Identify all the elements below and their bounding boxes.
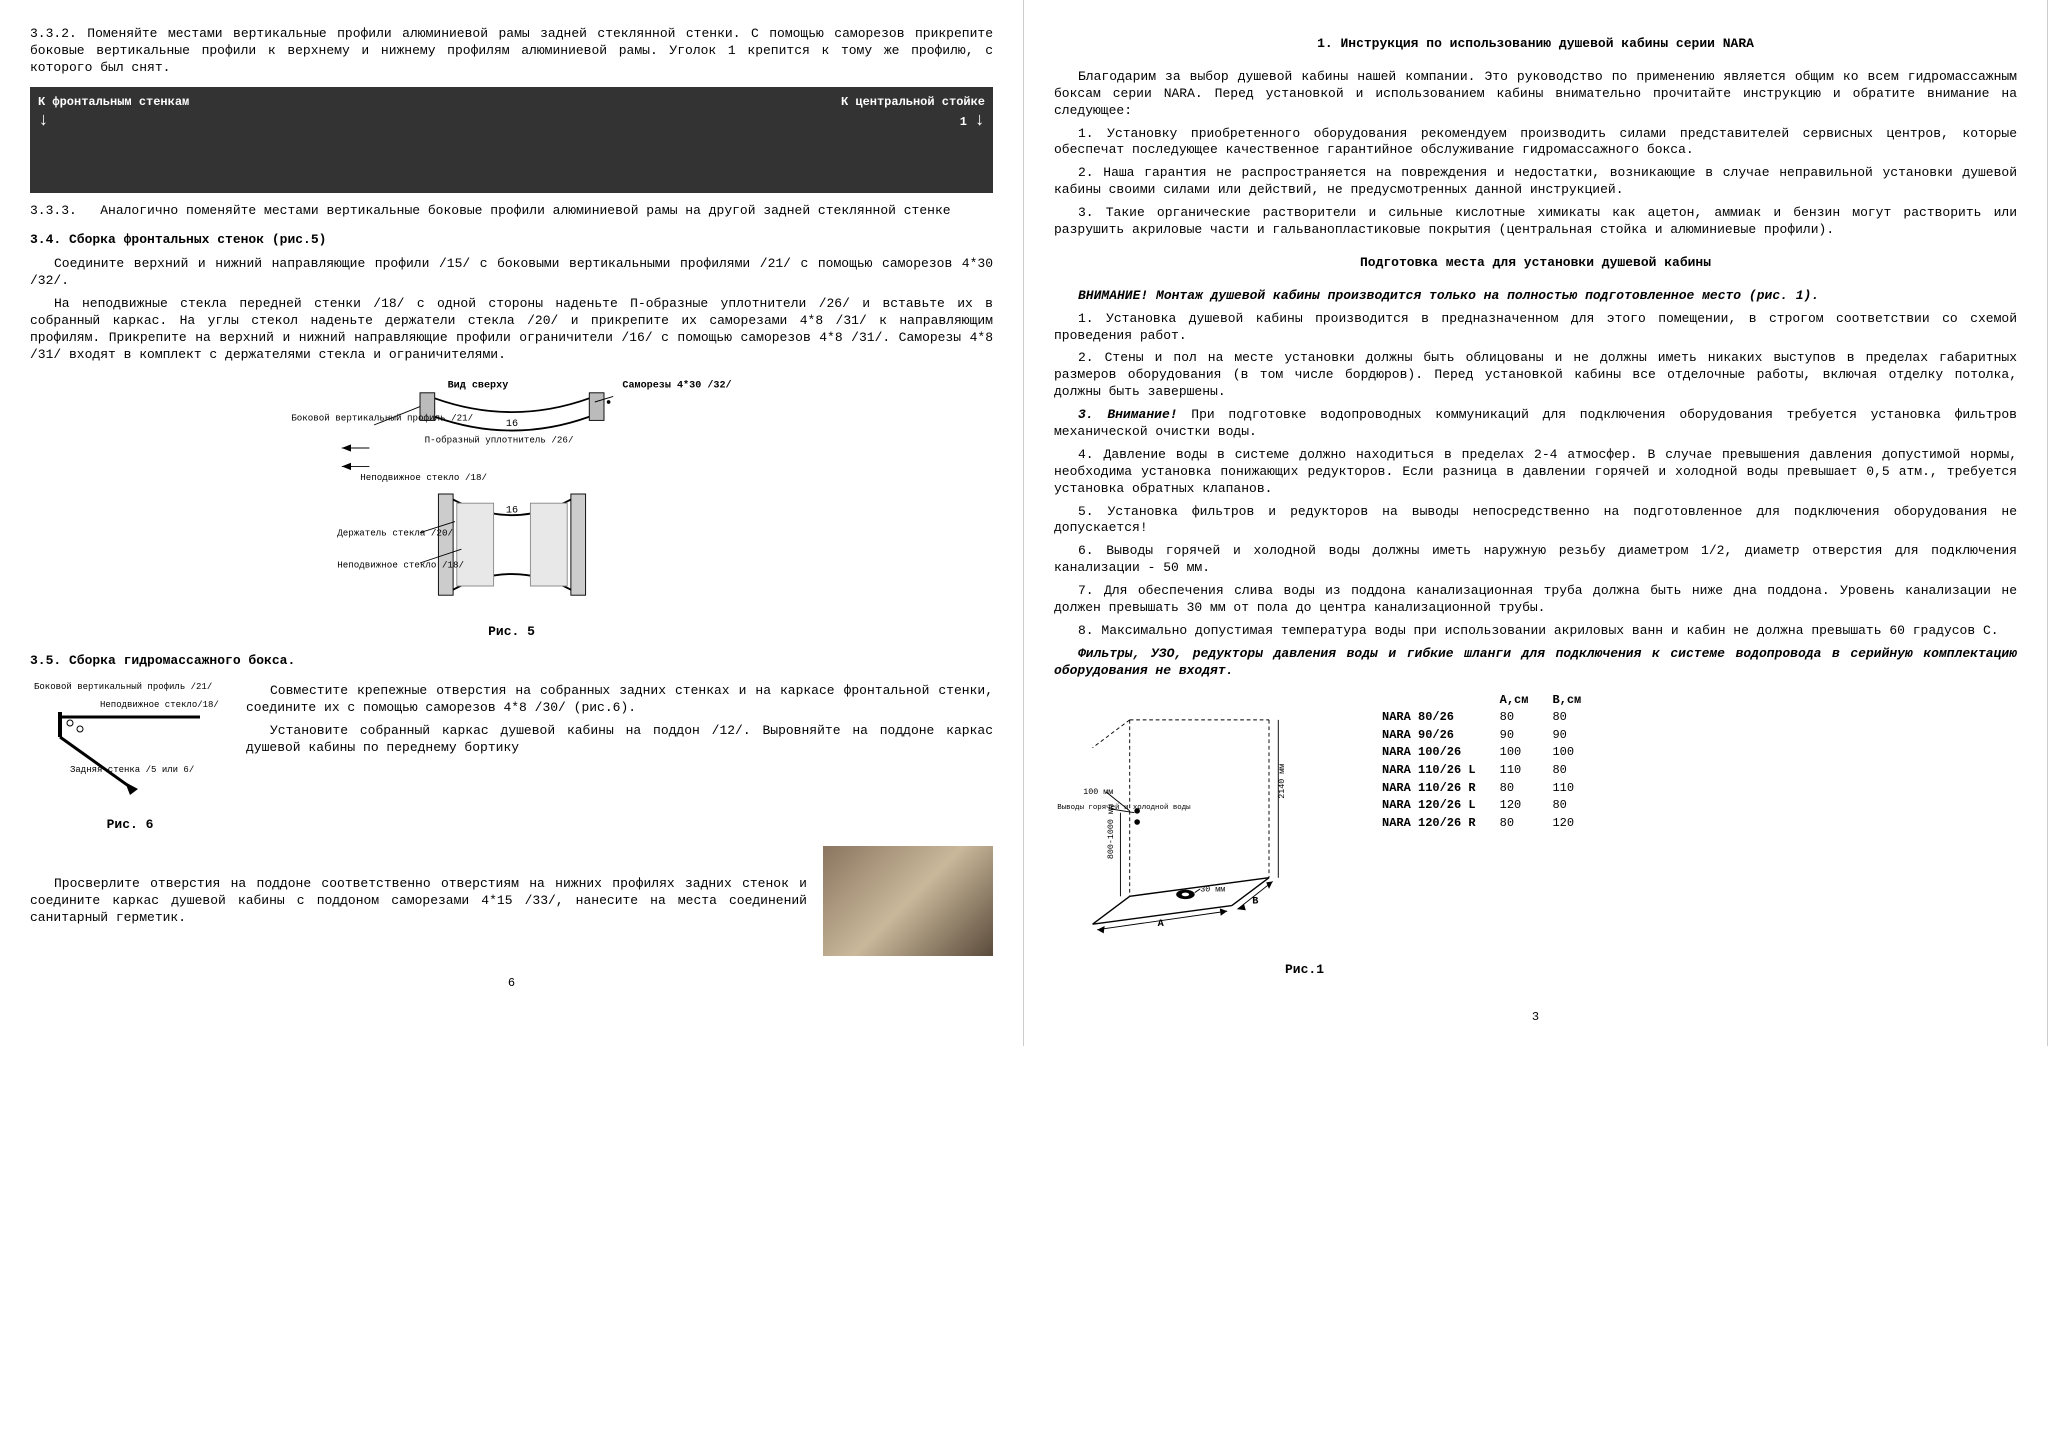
svg-text:Боковой вертикальный профиль /: Боковой вертикальный профиль /21/ bbox=[34, 682, 212, 692]
para-3-3-2: 3.3.2. Поменяйте местами вертикальные пр… bbox=[30, 26, 993, 77]
svg-text:16: 16 bbox=[505, 505, 517, 516]
table-row: NARA 80/268080 bbox=[1370, 709, 1593, 727]
svg-text:2140 мм: 2140 мм bbox=[1277, 763, 1287, 798]
figure-1: 2140 мм 800-1000 мм Выводы горячей и хол… bbox=[1054, 692, 1354, 952]
arrow-down-icon: ↓ bbox=[38, 110, 189, 133]
heading-prep: Подготовка места для установки душевой к… bbox=[1054, 255, 2017, 272]
page-number-right: 3 bbox=[1054, 1010, 2017, 1026]
intro-item-2: 2. Наша гарантия не распространяется на … bbox=[1054, 165, 2017, 199]
table-row: NARA 90/269090 bbox=[1370, 727, 1593, 745]
table-row: NARA 110/26 L11080 bbox=[1370, 762, 1593, 780]
para-3-4-a: Соедините верхний и нижний направляющие … bbox=[30, 256, 993, 290]
table-row: NARA 120/26 R80120 bbox=[1370, 815, 1593, 833]
photo-label-right: К центральной стойке 1 ↓ bbox=[841, 95, 985, 134]
page-left: 3.3.2. Поменяйте местами вертикальные пр… bbox=[0, 0, 1024, 1046]
heading-1: 1. Инструкция по использованию душевой к… bbox=[1054, 36, 2017, 53]
warning-2: Фильтры, УЗО, редукторы давления воды и … bbox=[1054, 646, 2017, 680]
fig5-top-label: Вид сверху bbox=[447, 380, 508, 391]
svg-text:Неподвижное стекло /18/: Неподвижное стекло /18/ bbox=[337, 559, 464, 570]
page-right: 1. Инструкция по использованию душевой к… bbox=[1024, 0, 2048, 1046]
heading-3-4: 3.4. Сборка фронтальных стенок (рис.5) bbox=[30, 232, 993, 249]
prep-7: 7. Для обеспечения слива воды из поддона… bbox=[1054, 583, 2017, 617]
fig5-glass-label: Неподвижное стекло /18/ bbox=[360, 472, 487, 483]
svg-text:16: 16 bbox=[505, 419, 517, 430]
svg-text:B: B bbox=[1252, 895, 1258, 907]
arrow-down-icon: ↓ bbox=[974, 111, 985, 131]
table-row: NARA 100/26100100 bbox=[1370, 744, 1593, 762]
svg-text:Неподвижное стекло/18/: Неподвижное стекло/18/ bbox=[100, 700, 219, 710]
para-3-5-c: Просверлите отверстия на поддоне соответ… bbox=[30, 876, 807, 927]
prep-6: 6. Выводы горячей и холодной воды должны… bbox=[1054, 543, 2017, 577]
fig1-caption: Рис.1 bbox=[1054, 962, 1354, 979]
intro-item-3: 3. Такие органические растворители и сил… bbox=[1054, 205, 2017, 239]
page-number-left: 6 bbox=[30, 976, 993, 992]
intro-para: Благодарим за выбор душевой кабины нашей… bbox=[1054, 69, 2017, 120]
figure-5: Вид сверху Саморезы 4*30 /32/ 16 Боковой… bbox=[30, 374, 993, 641]
svg-text:Задняя стенка /5 или 6/: Задняя стенка /5 или 6/ bbox=[70, 765, 194, 775]
svg-text:100 мм: 100 мм bbox=[1083, 787, 1113, 797]
dimension-table: А,см В,см NARA 80/268080NARA 90/269090NA… bbox=[1370, 692, 1593, 833]
prep-8: 8. Максимально допустимая температура во… bbox=[1054, 623, 2017, 640]
table-row: NARA 110/26 R80110 bbox=[1370, 780, 1593, 798]
photo-label-left: К фронтальным стенкам ↓ bbox=[38, 95, 189, 134]
fig5-seal-label: П-образный уплотнитель /26/ bbox=[424, 434, 573, 445]
prep-4: 4. Давление воды в системе должно находи… bbox=[1054, 447, 2017, 498]
fig5-screws-label: Саморезы 4*30 /32/ bbox=[622, 379, 731, 391]
para-3-5-b: Установите собранный каркас душевой каби… bbox=[246, 723, 993, 757]
photo-profile: К фронтальным стенкам ↓ К центральной ст… bbox=[30, 87, 993, 193]
figure-6: Боковой вертикальный профиль /21/ Неподв… bbox=[30, 677, 230, 807]
warning-1: ВНИМАНИЕ! Монтаж душевой кабины производ… bbox=[1054, 288, 2017, 305]
para-3-5-a: Совместите крепежные отверстия на собран… bbox=[246, 683, 993, 717]
drill-block: Просверлите отверстия на поддоне соответ… bbox=[30, 846, 993, 956]
fig6-caption: Рис. 6 bbox=[30, 817, 230, 834]
heading-3-5: 3.5. Сборка гидромассажного бокса. bbox=[30, 653, 993, 670]
svg-text:800-1000 мм: 800-1000 мм bbox=[1106, 804, 1116, 859]
table-row: NARA 120/26 L12080 bbox=[1370, 797, 1593, 815]
para-3-4-b: На неподвижные стекла передней стенки /1… bbox=[30, 296, 993, 364]
svg-text:30 мм: 30 мм bbox=[1200, 884, 1225, 894]
para-3-3-3: 3.3.3. Аналогично поменяйте местами верт… bbox=[30, 203, 993, 220]
fig6-block: Боковой вертикальный профиль /21/ Неподв… bbox=[30, 677, 993, 846]
fig5-caption: Рис. 5 bbox=[30, 624, 993, 641]
table-head-b: В,см bbox=[1540, 692, 1593, 710]
fig1-block: 2140 мм 800-1000 мм Выводы горячей и хол… bbox=[1054, 692, 2017, 991]
fig5-holder-label: Держатель стекла /20/ bbox=[337, 527, 453, 538]
prep-2: 2. Стены и пол на месте установки должны… bbox=[1054, 350, 2017, 401]
photo-drilling bbox=[823, 846, 993, 956]
intro-item-1: 1. Установку приобретенного оборудования… bbox=[1054, 126, 2017, 160]
prep-5: 5. Установка фильтров и редукторов на вы… bbox=[1054, 504, 2017, 538]
table-head-a: А,см bbox=[1488, 692, 1541, 710]
prep-1: 1. Установка душевой кабины производится… bbox=[1054, 311, 2017, 345]
prep-3: 3. Внимание! При подготовке водопроводны… bbox=[1054, 407, 2017, 441]
